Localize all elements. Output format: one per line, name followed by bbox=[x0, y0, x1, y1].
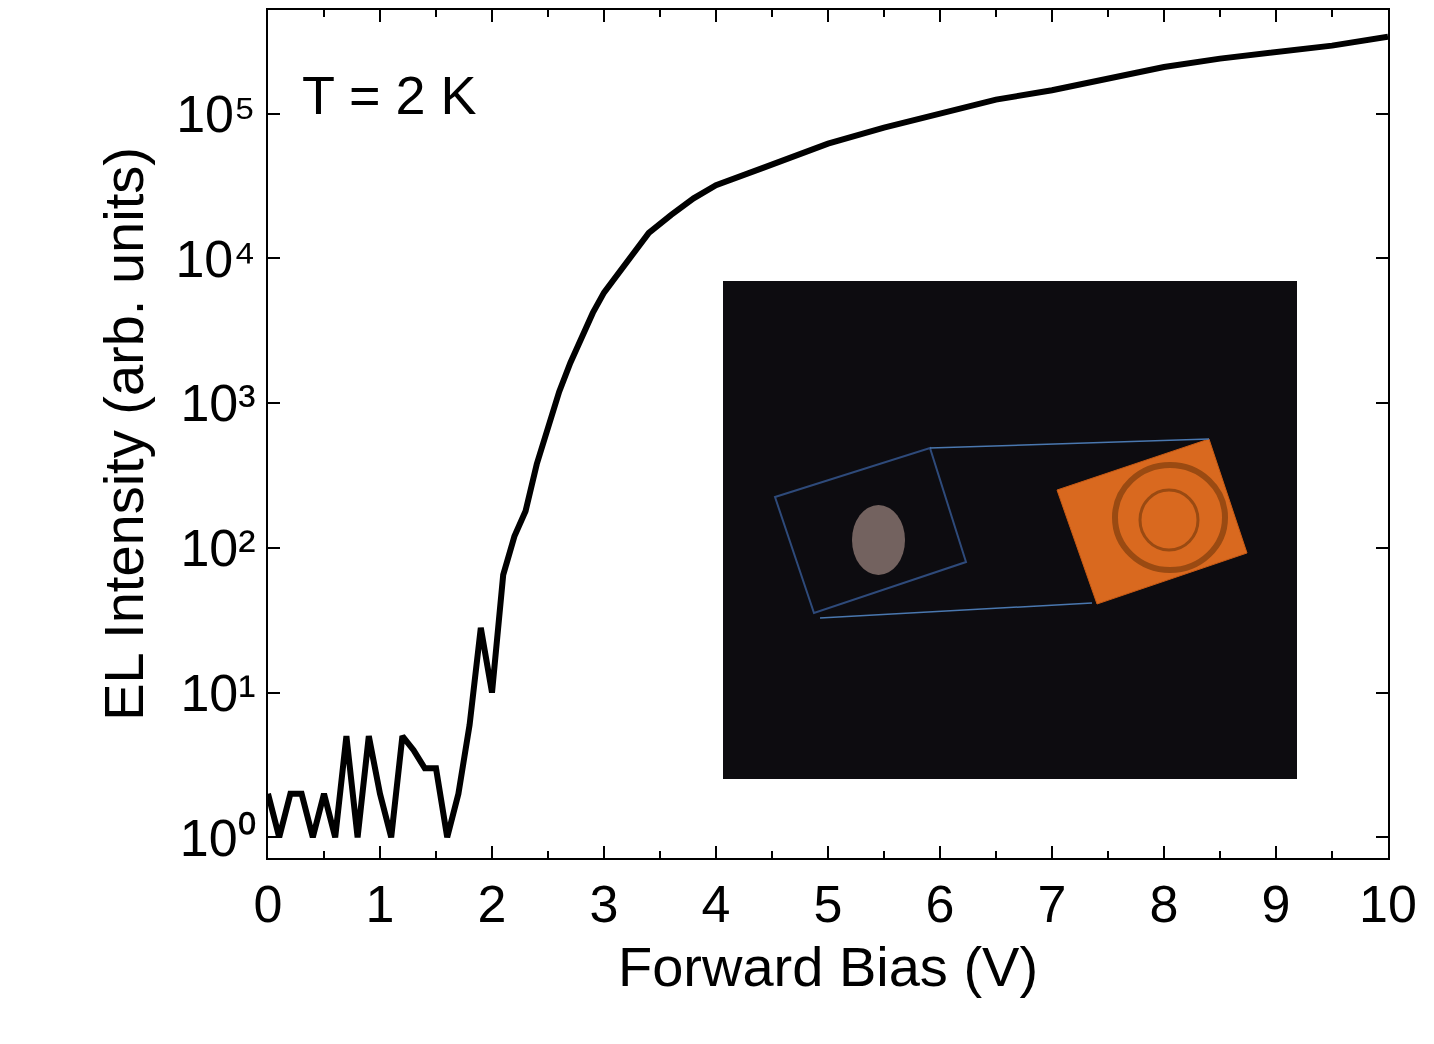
svg-text:EL Intensity (arb. units): EL Intensity (arb. units) bbox=[92, 147, 155, 721]
svg-text:10: 10 bbox=[1359, 875, 1417, 933]
svg-text:T = 2 K: T = 2 K bbox=[302, 65, 477, 125]
svg-text:4: 4 bbox=[702, 875, 731, 933]
svg-text:1: 1 bbox=[366, 875, 395, 933]
svg-text:10¹: 10¹ bbox=[180, 664, 255, 722]
svg-text:10⁵: 10⁵ bbox=[176, 85, 255, 143]
svg-text:5: 5 bbox=[814, 875, 843, 933]
svg-text:10²: 10² bbox=[180, 519, 255, 577]
svg-text:7: 7 bbox=[1038, 875, 1067, 933]
svg-text:Forward Bias (V): Forward Bias (V) bbox=[618, 935, 1038, 998]
svg-text:10³: 10³ bbox=[180, 374, 255, 432]
svg-text:8: 8 bbox=[1150, 875, 1179, 933]
svg-text:9: 9 bbox=[1262, 875, 1291, 933]
svg-text:10⁰: 10⁰ bbox=[180, 809, 256, 867]
svg-text:0: 0 bbox=[254, 875, 283, 933]
svg-text:3: 3 bbox=[590, 875, 619, 933]
svg-text:10⁴: 10⁴ bbox=[175, 230, 255, 288]
svg-text:6: 6 bbox=[926, 875, 955, 933]
svg-text:2: 2 bbox=[478, 875, 507, 933]
